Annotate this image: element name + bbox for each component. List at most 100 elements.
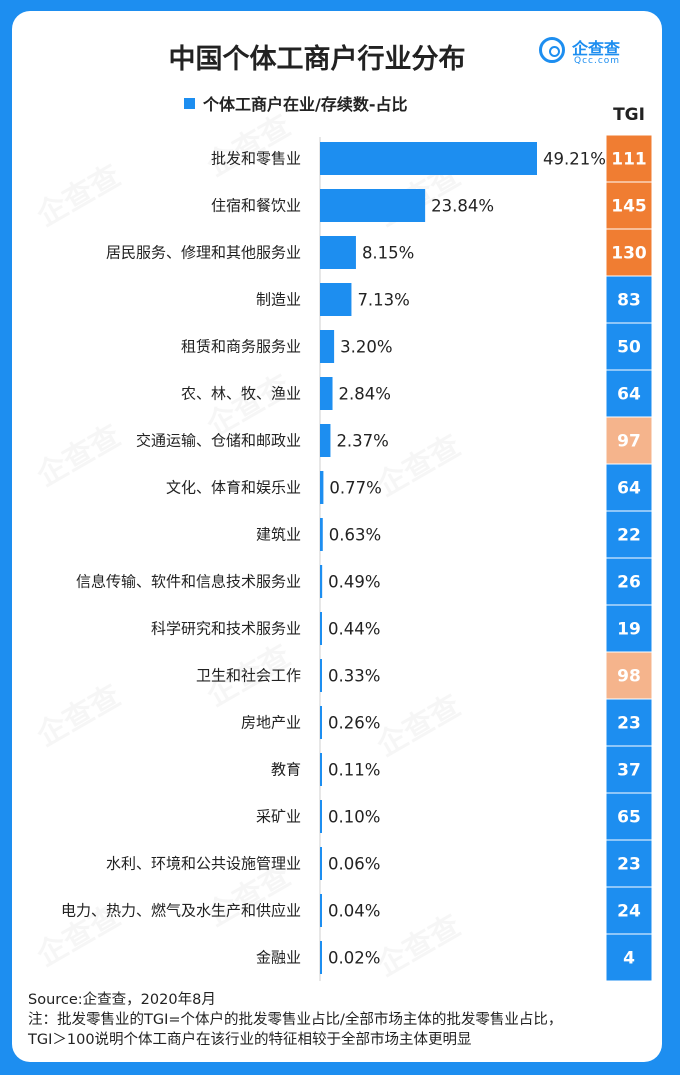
- bar: [320, 800, 322, 833]
- tgi-cell: [605, 698, 653, 747]
- source-note: Source:企查查，2020年8月: [28, 992, 216, 1008]
- bar: [320, 941, 322, 974]
- tgi-column-header: TGI: [613, 105, 645, 125]
- value-label: 2.84%: [339, 385, 391, 404]
- tgi-value: 4: [623, 949, 635, 969]
- legend-label: 个体工商户在业/存续数-占比: [203, 95, 408, 114]
- category-label: 住宿和餐饮业: [211, 197, 301, 215]
- bar: [320, 330, 335, 363]
- category-label: 交通运输、仓储和邮政业: [136, 432, 301, 450]
- tgi-cell: [605, 369, 653, 418]
- bar: [320, 565, 323, 598]
- value-label: 0.49%: [328, 573, 380, 592]
- category-label: 租赁和商务服务业: [181, 338, 301, 356]
- tgi-cell: [605, 228, 653, 277]
- chart-card: 企查查企查查企查查企查查企查查企查查企查查企查查企查查企查查企查查企查查 中国个…: [12, 11, 662, 1062]
- value-label: 0.44%: [328, 620, 380, 639]
- tgi-value: 97: [617, 432, 641, 452]
- tgi-value: 23: [617, 714, 641, 734]
- legend-swatch: [184, 98, 195, 109]
- chart-title: 中国个体工商户行业分布: [168, 44, 466, 75]
- tgi-value: 111: [611, 150, 647, 170]
- bar: [320, 142, 537, 175]
- tgi-cell: [605, 322, 653, 371]
- tgi-value: 130: [611, 244, 647, 264]
- bar: [320, 283, 352, 316]
- qcc-logo: 企查查 Qcc.com: [539, 35, 649, 75]
- category-label: 制造业: [256, 291, 301, 309]
- footer: Source:企查查，2020年8月 注：批发零售业的TGI=个体户的批发零售业…: [28, 990, 562, 1050]
- tgi-value: 145: [611, 197, 647, 217]
- tgi-cell: [605, 792, 653, 841]
- value-label: 3.20%: [340, 338, 392, 357]
- value-label: 0.04%: [328, 902, 380, 921]
- value-label: 0.63%: [329, 526, 381, 545]
- category-label: 建筑业: [256, 526, 301, 544]
- tgi-cell: [605, 181, 653, 230]
- tgi-value: 24: [617, 902, 641, 922]
- bar: [320, 377, 333, 410]
- value-label: 0.77%: [329, 479, 381, 498]
- tgi-cell: [605, 886, 653, 935]
- category-label: 农、林、牧、渔业: [181, 385, 301, 403]
- bar: [320, 236, 356, 269]
- category-label: 教育: [271, 761, 301, 779]
- bar: [320, 894, 322, 927]
- bar: [320, 753, 322, 786]
- tgi-value: 83: [617, 291, 641, 311]
- logo-url: Qcc.com: [574, 56, 621, 66]
- bar: [320, 612, 322, 645]
- bar: [320, 471, 324, 504]
- bar: [320, 189, 426, 222]
- tgi-cell: [605, 416, 653, 465]
- value-label: 7.13%: [357, 291, 409, 310]
- value-label: 0.33%: [328, 667, 380, 686]
- value-label: 0.26%: [328, 714, 380, 733]
- bar: [320, 424, 331, 457]
- bar-chart: 批发和零售业 49.21% 111 住宿和餐饮业 23.84% 145 居民服务、修理和其他…: [61, 134, 653, 982]
- category-label: 金融业: [256, 949, 301, 967]
- value-label: 0.06%: [328, 855, 380, 874]
- category-label: 采矿业: [256, 808, 301, 826]
- category-label: 居民服务、修理和其他服务业: [106, 244, 301, 262]
- value-label: 23.84%: [431, 197, 494, 216]
- tgi-value: 22: [617, 526, 641, 546]
- bar: [320, 706, 322, 739]
- category-label: 水利、环境和公共设施管理业: [106, 855, 301, 873]
- tgi-value: 65: [617, 808, 641, 828]
- category-label: 信息传输、软件和信息技术服务业: [76, 573, 301, 591]
- tgi-value: 50: [617, 338, 641, 358]
- bar: [320, 847, 322, 880]
- tgi-value: 64: [617, 385, 641, 405]
- category-label: 卫生和社会工作: [196, 667, 301, 685]
- category-label: 房地产业: [241, 714, 301, 732]
- value-label: 8.15%: [362, 244, 414, 263]
- tgi-value: 98: [617, 667, 641, 687]
- bar: [320, 518, 323, 551]
- tgi-note-line1: 注：批发零售业的TGI=个体户的批发零售业占比/全部市场主体的批发零售业占比，: [28, 1012, 563, 1028]
- tgi-value: 64: [617, 479, 641, 499]
- value-label: 2.37%: [336, 432, 388, 451]
- tgi-value: 26: [617, 573, 641, 593]
- tgi-cell: [605, 557, 653, 606]
- category-label: 批发和零售业: [211, 150, 301, 168]
- tgi-cell: [605, 745, 653, 794]
- tgi-value: 23: [617, 855, 641, 875]
- value-label: 0.10%: [328, 808, 380, 827]
- legend: 个体工商户在业/存续数-占比: [184, 91, 408, 115]
- bar: [320, 659, 322, 692]
- logo-icon: [539, 37, 565, 63]
- tgi-cell: [605, 510, 653, 559]
- tgi-cell: [605, 275, 653, 324]
- category-label: 科学研究和技术服务业: [151, 620, 301, 638]
- value-label: 49.21%: [543, 150, 606, 169]
- tgi-note-line2: TGI＞100说明个体工商户在该行业的特征相较于全部市场主体更明显: [28, 1032, 472, 1048]
- tgi-cell: [605, 933, 653, 982]
- logo-text: 企查查: [572, 39, 621, 58]
- value-label: 0.02%: [328, 949, 380, 968]
- category-label: 电力、热力、燃气及水生产和供应业: [61, 902, 301, 920]
- tgi-cell: [605, 839, 653, 888]
- value-label: 0.11%: [328, 761, 380, 780]
- tgi-value: 19: [617, 620, 641, 640]
- category-label: 文化、体育和娱乐业: [166, 479, 301, 497]
